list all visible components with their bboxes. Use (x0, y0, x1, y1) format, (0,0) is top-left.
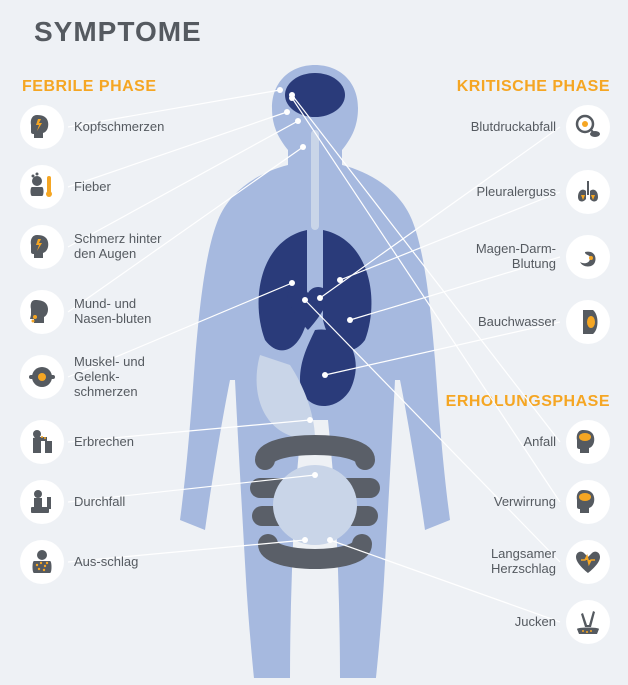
symptom-itching: Jucken (515, 600, 610, 644)
itch-icon (566, 600, 610, 644)
symptom-label: Fieber (74, 180, 111, 195)
symptom-joint-pain: Muskel- und Gelenk-schmerzen (20, 355, 164, 400)
fever-icon (20, 165, 64, 209)
symptom-label: Bauchwasser (478, 315, 556, 330)
symptom-confusion: Verwirrung (494, 480, 610, 524)
symptom-bp-drop: Blutdruckabfall (471, 105, 610, 149)
brain-icon (566, 420, 610, 464)
symptom-label: Verwirrung (494, 495, 556, 510)
body-diagram (150, 60, 480, 680)
symptom-label: Pleuralerguss (477, 185, 557, 200)
symptom-bradycardia: Langsamer Herzschlag (466, 540, 610, 584)
symptom-label: Blutdruckabfall (471, 120, 556, 135)
symptom-label: Schmerz hinter den Augen (74, 232, 164, 262)
heart-icon (566, 540, 610, 584)
belly-icon (566, 300, 610, 344)
symptom-label: Erbrechen (74, 435, 134, 450)
symptom-vomiting: Erbrechen (20, 420, 134, 464)
head-bolt-icon (20, 105, 64, 149)
head-bolt-icon (20, 225, 64, 269)
symptom-label: Langsamer Herzschlag (466, 547, 556, 577)
joint-icon (20, 355, 64, 399)
symptom-label: Jucken (515, 615, 556, 630)
symptom-ascites: Bauchwasser (478, 300, 610, 344)
symptom-label: Kopfschmerzen (74, 120, 164, 135)
symptom-eye-pain: Schmerz hinter den Augen (20, 225, 164, 269)
diarrhea-icon (20, 480, 64, 524)
symptom-headache: Kopfschmerzen (20, 105, 164, 149)
phase-febrile-heading: FEBRILE PHASE (22, 78, 157, 96)
infographic-canvas: SYMPTOME FEBRILE PHASE KRITISCHE PHASE E… (0, 0, 628, 685)
symptom-label: Durchfall (74, 495, 125, 510)
symptom-seizure: Anfall (523, 420, 610, 464)
lungs-icon (566, 170, 610, 214)
bp-icon (566, 105, 610, 149)
symptom-label: Aus-schlag (74, 555, 138, 570)
page-title: SYMPTOME (34, 16, 202, 48)
symptom-label: Anfall (523, 435, 556, 450)
symptom-label: Muskel- und Gelenk-schmerzen (74, 355, 164, 400)
symptom-pleural: Pleuralerguss (477, 170, 611, 214)
nosebleed-icon (20, 290, 64, 334)
symptom-rash: Aus-schlag (20, 540, 138, 584)
symptom-nosebleed: Mund- und Nasen-bluten (20, 290, 164, 334)
rash-icon (20, 540, 64, 584)
symptom-diarrhea: Durchfall (20, 480, 125, 524)
symptom-label: Mund- und Nasen-bluten (74, 297, 164, 327)
symptom-gi-bleed: Magen-Darm-Blutung (466, 235, 610, 279)
brain-icon (566, 480, 610, 524)
symptom-label: Magen-Darm-Blutung (466, 242, 556, 272)
stomach-icon (566, 235, 610, 279)
symptom-fever: Fieber (20, 165, 111, 209)
vomit-icon (20, 420, 64, 464)
